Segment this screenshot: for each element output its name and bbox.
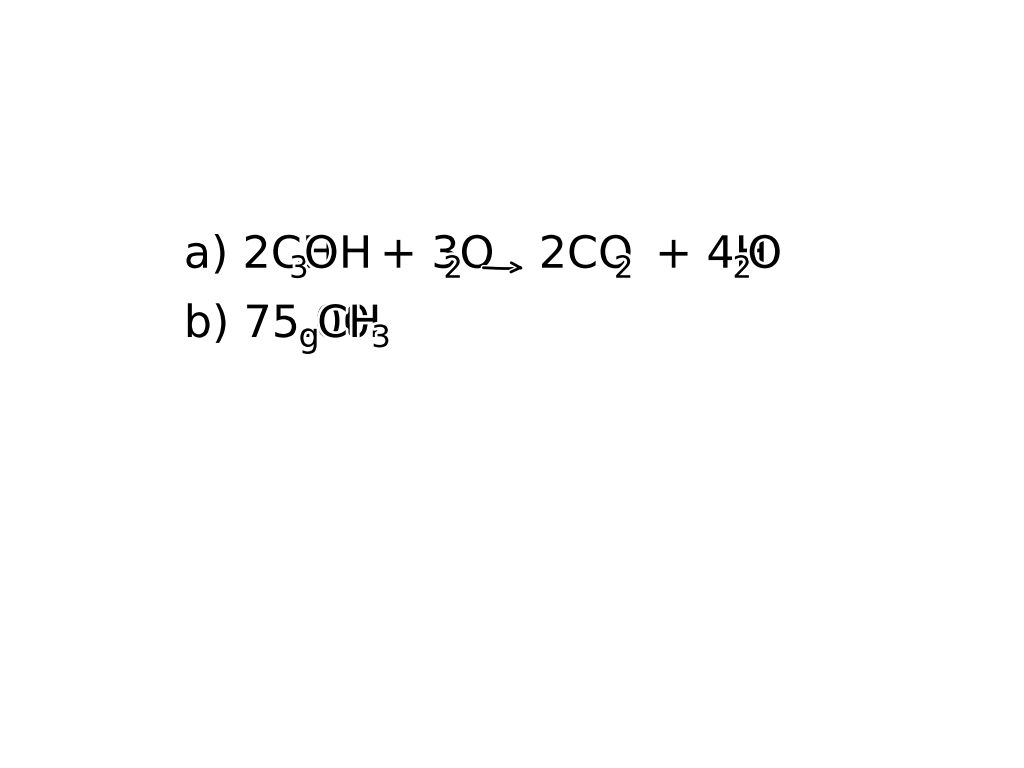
Text: OH: OH <box>304 233 373 276</box>
Text: O: O <box>748 233 782 276</box>
Text: 2: 2 <box>443 255 463 283</box>
Text: b) 75.00: b) 75.00 <box>183 303 371 346</box>
Text: a) 2CH: a) 2CH <box>183 233 335 276</box>
Text: + 4H: + 4H <box>655 233 768 276</box>
Text: + 3O: + 3O <box>380 233 495 276</box>
Text: 2: 2 <box>614 255 633 283</box>
Text: 2CO: 2CO <box>539 233 633 276</box>
Text: CH: CH <box>317 303 382 346</box>
Text: 2: 2 <box>732 255 752 283</box>
Text: 3: 3 <box>372 324 391 353</box>
Text: 3: 3 <box>289 255 308 283</box>
Text: g: g <box>299 321 319 354</box>
